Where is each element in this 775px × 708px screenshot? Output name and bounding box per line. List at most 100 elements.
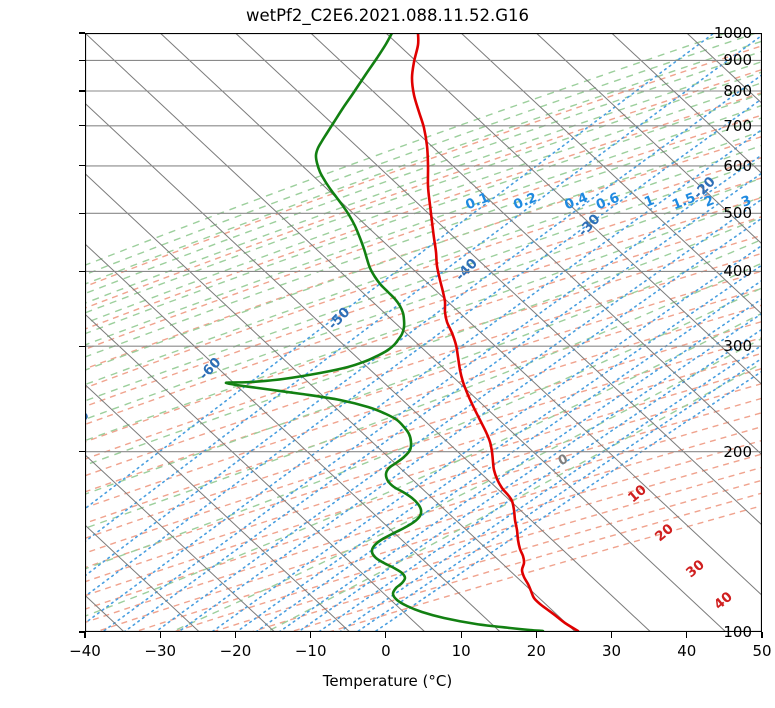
dry-adiabat-200 bbox=[173, 453, 762, 632]
isotherm--30 bbox=[159, 33, 762, 597]
moist-adiabat--16 bbox=[85, 81, 762, 324]
x-tick--40: −40 bbox=[69, 642, 101, 660]
x-tick--30: −30 bbox=[144, 642, 177, 660]
dry-adiabat-lines bbox=[85, 45, 762, 632]
sounding-profile-group bbox=[224, 33, 580, 632]
y-tick-500: 500 bbox=[723, 204, 752, 223]
x-tick--20: −20 bbox=[219, 642, 252, 660]
x-tick-50: 50 bbox=[752, 642, 772, 660]
mixing-ratio-0.1 bbox=[85, 33, 716, 510]
dry-adiabat-10 bbox=[85, 135, 762, 370]
moist-adiabat-8 bbox=[85, 160, 762, 402]
x-tick-mark-40 bbox=[686, 632, 688, 638]
x-tick-0: 0 bbox=[381, 642, 391, 660]
x-tick--10: −10 bbox=[294, 642, 327, 660]
mixing-ratio-2 bbox=[122, 172, 762, 632]
isotherm-lines bbox=[85, 33, 762, 632]
isotherm-label--70: -70 bbox=[85, 407, 93, 436]
y-tick-100: 100 bbox=[723, 623, 752, 641]
moist-adiabat--32 bbox=[85, 40, 762, 285]
y-tick-mark-200 bbox=[79, 451, 85, 453]
y-tick-mark-900 bbox=[79, 59, 85, 61]
dry-adiabat-20 bbox=[85, 156, 762, 389]
y-tick-1000: 1000 bbox=[713, 24, 752, 42]
moist-adiabat--24 bbox=[85, 60, 762, 304]
moist-adiabat-24 bbox=[85, 238, 762, 495]
moist-adiabat-20 bbox=[85, 216, 762, 466]
dry-adiabat-210 bbox=[212, 466, 762, 632]
moist-adiabat--4 bbox=[85, 117, 762, 358]
mixing-ratio-16 bbox=[296, 312, 762, 632]
x-tick-mark--40 bbox=[84, 632, 86, 638]
y-tick-900: 900 bbox=[723, 51, 752, 70]
moist-adiabat-40 bbox=[169, 337, 762, 632]
isotherm--20 bbox=[235, 33, 762, 526]
moist-adiabat--36 bbox=[85, 33, 757, 276]
mixing-ratio-0.6 bbox=[85, 97, 762, 598]
y-tick-mark-700 bbox=[79, 125, 85, 127]
mixing-ratio-30 bbox=[355, 357, 762, 632]
x-tick-mark-30 bbox=[610, 632, 613, 638]
x-tick-mark--10 bbox=[310, 632, 312, 638]
y-tick-mark-800 bbox=[79, 90, 85, 92]
y-tick-mark-300 bbox=[79, 345, 85, 347]
dry-adiabat-240 bbox=[328, 504, 762, 632]
isotherm--110 bbox=[85, 524, 200, 632]
isotherm--90 bbox=[85, 383, 351, 632]
dry-adiabat-0 bbox=[85, 114, 762, 351]
plot-area: -100-90-80-70-60-50-40-30-20-10 0.10.20.… bbox=[69, 24, 771, 660]
moist-adiabat-36 bbox=[85, 312, 762, 617]
isotherm--80 bbox=[85, 313, 426, 632]
isotherm--10 bbox=[310, 33, 762, 456]
isotherm-label-group--70: -70 bbox=[85, 407, 93, 436]
x-tick-mark--30 bbox=[159, 632, 161, 638]
mixing-ratio-8 bbox=[234, 264, 762, 632]
isotherm--40 bbox=[85, 33, 727, 632]
y-tick-mark-600 bbox=[79, 165, 85, 167]
x-tick-mark-0 bbox=[385, 632, 387, 638]
dry-adiabat--30 bbox=[85, 45, 762, 288]
mixing-ratio-13 bbox=[277, 297, 762, 632]
moist-adiabat-32 bbox=[85, 287, 762, 570]
mixing-ratio-36 bbox=[373, 370, 762, 632]
dry-adiabat-180 bbox=[95, 425, 762, 632]
y-tick-300: 300 bbox=[723, 337, 752, 356]
moist-adiabat-lines bbox=[85, 33, 762, 632]
moist-adiabat-12 bbox=[85, 177, 762, 421]
dewpoint-profile-line bbox=[224, 33, 545, 632]
y-tick-800: 800 bbox=[723, 82, 752, 101]
mixing-ratio-1.5 bbox=[101, 153, 762, 632]
dry-adiabat-220 bbox=[251, 479, 762, 632]
dry-adiabat-130 bbox=[85, 352, 762, 569]
mixing-ratio-1 bbox=[85, 128, 762, 625]
isobar-lines bbox=[85, 33, 762, 632]
moist-adiabat--12 bbox=[85, 93, 762, 335]
plot-border bbox=[85, 33, 762, 632]
isotherm--50 bbox=[85, 102, 652, 632]
y-tick-600: 600 bbox=[723, 156, 752, 175]
x-tick-20: 20 bbox=[526, 642, 546, 660]
isotherm-30 bbox=[611, 33, 762, 175]
y-tick-mark-400 bbox=[79, 270, 85, 272]
isotherm--100 bbox=[85, 454, 275, 632]
x-tick-mark--20 bbox=[234, 632, 237, 638]
page-title: wetPf2_C2E6.2021.088.11.52.G16 bbox=[245, 6, 530, 25]
dry-adiabat-170 bbox=[85, 411, 762, 624]
dry-adiabat-120 bbox=[85, 336, 762, 554]
moist-adiabat-44 bbox=[264, 362, 762, 632]
x-tick-10: 10 bbox=[451, 642, 471, 660]
isotherm-10 bbox=[460, 33, 762, 315]
dry-adiabat-70 bbox=[85, 252, 762, 477]
dry-adiabat-230 bbox=[289, 492, 762, 632]
dry-adiabat-150 bbox=[85, 382, 762, 597]
y-tick-mark-500 bbox=[79, 212, 85, 214]
y-tick-200: 200 bbox=[723, 442, 752, 461]
mixing-ratio-lines bbox=[85, 33, 762, 632]
mixing-ratio-4 bbox=[176, 217, 762, 632]
x-axis-label: Temperature (°C) bbox=[322, 672, 453, 690]
isotherm--60 bbox=[85, 172, 576, 632]
dry-adiabat--10 bbox=[85, 91, 762, 330]
temperature-profile-line bbox=[410, 33, 580, 632]
y-tick-mark-1000 bbox=[79, 32, 85, 34]
